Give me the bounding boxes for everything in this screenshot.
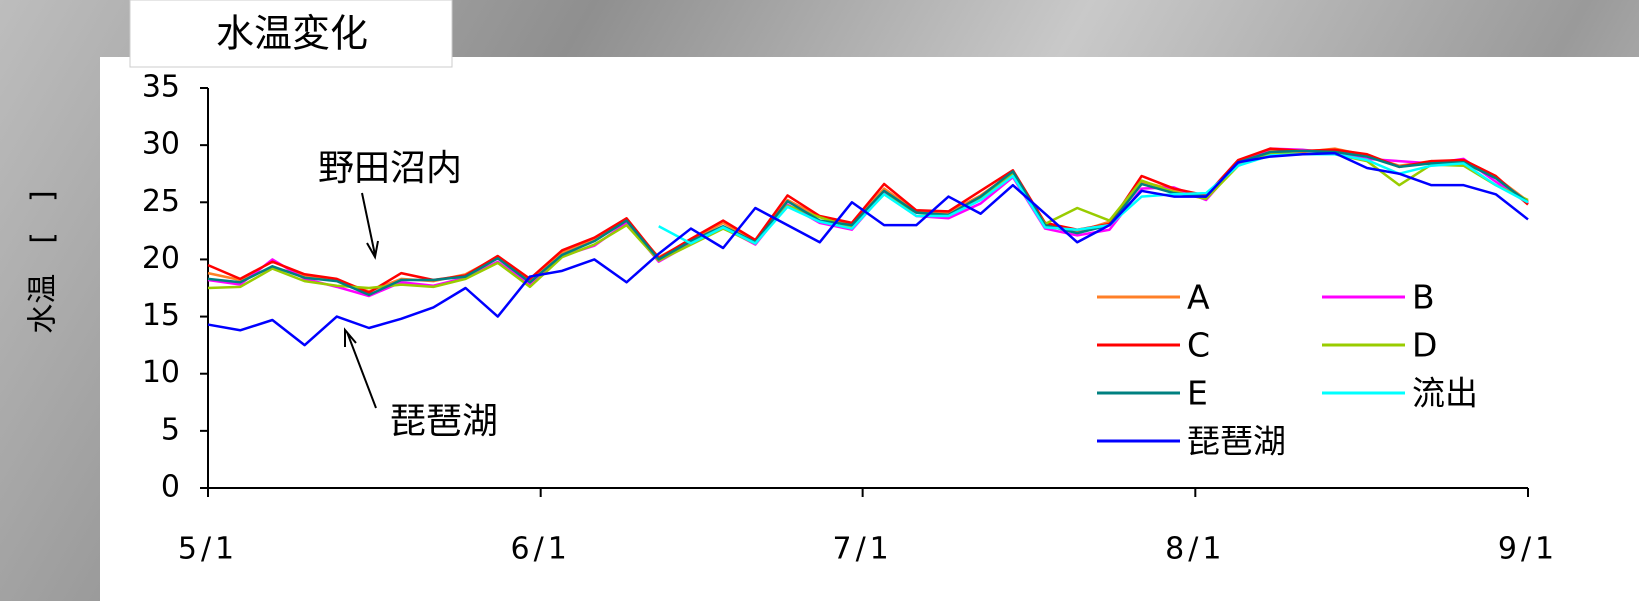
chart: 水温変化 水温 [ ] 0 5 10 15 20 25 30 35 5/1 6/1 7/1 8/1 9/… [0, 0, 1639, 601]
chart-title: 水温変化 [216, 12, 368, 56]
x-tick-label: 7/1 [832, 532, 892, 567]
y-tick-label: 0 [161, 470, 180, 505]
x-tick-label: 8/1 [1165, 532, 1225, 567]
annotation: 野田沼内 [318, 148, 462, 189]
legend-label: E [1187, 374, 1208, 413]
legend-label: C [1187, 326, 1210, 365]
y-tick-label: 5 [161, 412, 180, 447]
annotation: 琵琶湖 [390, 401, 498, 442]
legend-label: 流出 [1412, 374, 1478, 413]
y-tick-label: 15 [142, 298, 180, 333]
x-tick-label: 5/1 [178, 532, 238, 567]
x-tick-label: 6/1 [511, 532, 571, 567]
plot-panel [100, 57, 1639, 601]
legend-label: D [1412, 326, 1437, 365]
legend-label: B [1412, 278, 1435, 317]
y-tick-label: 35 [142, 70, 180, 105]
y-tick-label: 10 [142, 355, 180, 390]
page: 水温変化 水温 [ ] 0 5 10 15 20 25 30 35 5/1 6/1 7/1 8/1 9/… [0, 0, 1639, 601]
legend-label: A [1187, 278, 1210, 317]
y-tick-label: 20 [142, 241, 180, 276]
y-axis-label: 水温 [ ] [26, 190, 61, 333]
y-tick-label: 25 [142, 184, 180, 219]
legend-label: 琵琶湖 [1187, 422, 1286, 461]
x-tick-label: 9/1 [1498, 532, 1558, 567]
y-tick-label: 30 [142, 127, 180, 162]
